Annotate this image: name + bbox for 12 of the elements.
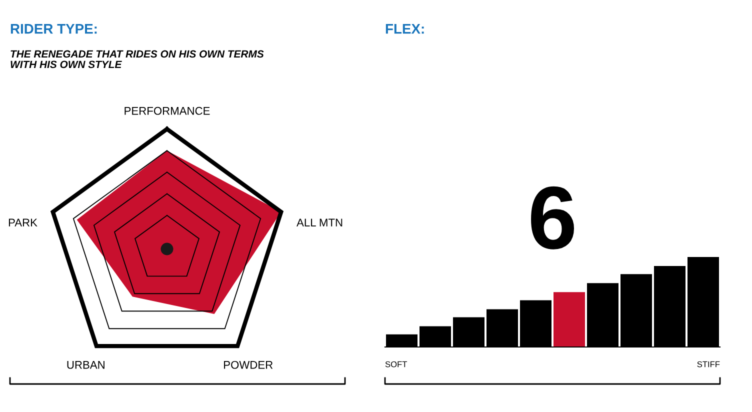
spoke-label: PARK <box>8 218 38 226</box>
chart-subtitle: THE RENEGADE THAT RIDES ON HIS OWN TERMS WITH HIS OWN STYLE <box>10 50 264 68</box>
chart-title: FLEX: <box>386 24 424 34</box>
spoke-label: ALL MTN <box>296 218 342 226</box>
text: 6 <box>531 186 574 250</box>
bar <box>554 292 585 347</box>
text: STIFF <box>697 361 720 368</box>
spoke-label: URBAN <box>67 361 104 369</box>
spoke-label: POWDER <box>224 360 273 369</box>
spoke-label: PERFORMANCE <box>124 106 210 115</box>
chart-title: RIDER TYPE: <box>10 24 97 34</box>
text: SOFT <box>385 361 408 368</box>
